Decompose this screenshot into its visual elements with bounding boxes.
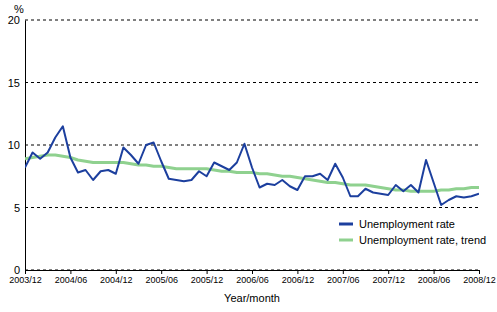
legend: Unemployment rate Unemployment rate, tren… xyxy=(339,218,486,246)
y-tick-label: 0 xyxy=(14,264,20,276)
legend-item: Unemployment rate xyxy=(339,218,455,230)
chart: 0 5 10 15 20 2003/12 2004/06 2004/12 2005/06 2005… xyxy=(0,0,497,312)
x-tick: 2005/12 xyxy=(191,270,224,285)
x-tick-label: 2005/06 xyxy=(145,275,178,285)
x-tick-mark xyxy=(434,270,435,274)
y-axis: 0 5 10 15 20 xyxy=(8,14,26,276)
x-tick: 2005/06 xyxy=(145,270,178,285)
x-tick-mark xyxy=(25,270,26,274)
x-tick-label: 2004/12 xyxy=(100,275,133,285)
x-tick-mark xyxy=(161,270,162,274)
x-tick: 2008/12 xyxy=(463,270,496,285)
x-tick-label: 2007/06 xyxy=(327,275,360,285)
x-tick-label: 2008/06 xyxy=(418,275,451,285)
lines xyxy=(25,126,479,205)
x-axis: 2003/12 2004/06 2004/12 2005/06 2005/12 2006/… xyxy=(9,270,496,285)
x-tick: 2008/06 xyxy=(418,270,451,285)
y-tick-label: 20 xyxy=(8,14,20,26)
x-tick: 2007/12 xyxy=(372,270,405,285)
x-tick-label: 2005/12 xyxy=(191,275,224,285)
y-tick: 0 xyxy=(14,264,25,276)
x-tick-mark xyxy=(297,270,298,274)
x-tick-mark xyxy=(207,270,208,274)
x-tick: 2007/06 xyxy=(327,270,360,285)
x-axis-title: Year/month xyxy=(224,292,280,304)
x-tick-mark xyxy=(252,270,253,274)
x-tick-mark xyxy=(70,270,71,274)
x-tick-mark xyxy=(388,270,389,274)
y-axis-title: % xyxy=(14,3,24,15)
x-axis-line xyxy=(26,271,480,275)
y-tick-label: 15 xyxy=(8,77,20,89)
y-axis-line xyxy=(25,21,26,271)
y-tick: 15 xyxy=(8,77,25,89)
x-tick-label: 2008/12 xyxy=(463,275,496,285)
series-line xyxy=(25,126,479,205)
grid-line xyxy=(25,145,479,146)
x-tick: 2006/06 xyxy=(236,270,269,285)
x-tick-mark xyxy=(116,270,117,274)
x-tick: 2006/12 xyxy=(282,270,315,285)
grid-line xyxy=(25,20,479,21)
y-tick-label: 5 xyxy=(14,202,20,214)
legend-label: Unemployment rate, trend xyxy=(359,234,486,246)
legend-label: Unemployment rate xyxy=(359,218,455,230)
legend-swatch xyxy=(339,223,353,226)
x-tick-label: 2006/06 xyxy=(236,275,269,285)
x-tick: 2003/12 xyxy=(9,270,42,285)
x-tick-label: 2004/06 xyxy=(55,275,88,285)
y-tick-label: 10 xyxy=(8,139,20,151)
y-tick: 10 xyxy=(8,139,25,151)
x-tick-mark xyxy=(479,270,480,274)
x-tick-label: 2007/12 xyxy=(372,275,405,285)
y-tick: 5 xyxy=(14,202,25,214)
x-tick-label: 2003/12 xyxy=(9,275,42,285)
grid-line xyxy=(25,82,479,83)
x-tick: 2004/12 xyxy=(100,270,133,285)
plot: 0 5 10 15 20 2003/12 2004/06 2004/12 2005/06 2005… xyxy=(8,14,496,285)
grid xyxy=(25,20,479,270)
x-tick: 2004/06 xyxy=(55,270,88,285)
x-tick-label: 2006/12 xyxy=(282,275,315,285)
x-tick-mark xyxy=(343,270,344,274)
legend-swatch xyxy=(339,239,353,242)
y-tick: 20 xyxy=(8,14,25,26)
grid-line xyxy=(25,207,479,208)
legend-item: Unemployment rate, trend xyxy=(339,234,486,246)
